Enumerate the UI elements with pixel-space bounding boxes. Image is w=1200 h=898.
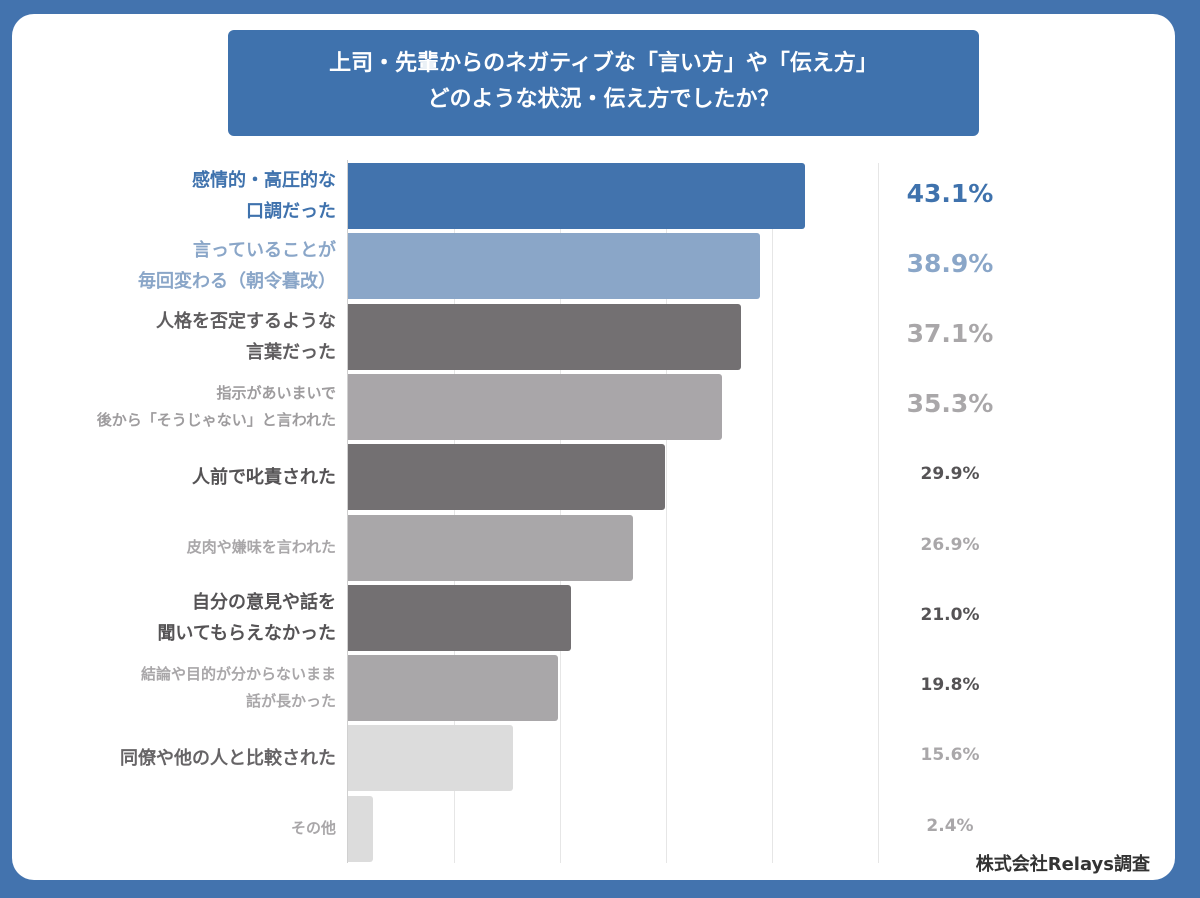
value-label: 19.8%	[920, 675, 980, 696]
bar	[348, 655, 558, 722]
gridline	[666, 163, 667, 863]
bar	[348, 444, 665, 511]
y-axis-line	[347, 160, 348, 863]
category-label-line: 指示があいまいで	[216, 383, 336, 402]
category-label-line: 人前で叱責された	[192, 466, 336, 488]
value-label: 29.9%	[920, 464, 980, 485]
value-label: 15.6%	[920, 745, 980, 766]
value-label: 2.4%	[926, 815, 974, 836]
category-label-line: 言っていることが	[192, 240, 336, 262]
title-line-2: どのような状況・伝え方でしたか？	[427, 87, 780, 112]
category-label: 人前で叱責された	[192, 444, 336, 510]
chart-title: 上司・先輩からのネガティブな「言い方」や「伝え方」 どのような状況・伝え方でした…	[228, 30, 979, 136]
category-label: 人格を否定するような言葉だった	[156, 304, 336, 370]
category-label-line: 結論や目的が分からないまま	[140, 665, 336, 684]
title-line-1: 上司・先輩からのネガティブな「言い方」や「伝え方」	[329, 51, 878, 76]
category-label-line: 皮肉や嫌味を言われた	[186, 538, 336, 556]
bar	[348, 795, 374, 862]
category-label: 自分の意見や話を聞いてもらえなかった	[157, 585, 336, 651]
gridline	[878, 163, 879, 863]
category-label-line: 毎回変わる（朝令暮改）	[138, 271, 336, 293]
bar	[348, 233, 761, 300]
category-label-line: 人格を否定するような	[156, 310, 336, 332]
category-label: 言っていることが毎回変わる（朝令暮改）	[138, 233, 336, 299]
category-label: 同僚や他の人と比較された	[120, 725, 336, 791]
category-label-line: 後から「そうじゃない」と言われた	[96, 410, 336, 429]
bar	[348, 303, 742, 370]
bar	[348, 514, 634, 581]
category-label-line: その他	[290, 819, 336, 838]
value-label: 37.1%	[906, 319, 994, 349]
value-label: 43.1%	[906, 178, 994, 208]
gridline	[772, 163, 773, 863]
value-label: 35.3%	[906, 389, 994, 419]
bar	[348, 163, 805, 229]
category-label: 結論や目的が分からないまま話が長かった	[141, 655, 336, 721]
category-label: その他	[291, 796, 336, 862]
category-label-line: 同僚や他の人と比較された	[120, 747, 336, 769]
source-credit: 株式会社Relays調査	[975, 854, 1150, 875]
category-label: 指示があいまいで後から「そうじゃない」と言われた	[97, 374, 336, 440]
bar	[348, 373, 723, 440]
gridline	[560, 163, 561, 863]
category-label-line: 自分の意見や話を	[192, 591, 336, 613]
bar	[348, 725, 514, 792]
bar	[348, 584, 571, 651]
category-label-line: 感情的・高圧的な	[192, 170, 336, 191]
category-label-line: 言葉だった	[246, 341, 336, 363]
category-label: 皮肉や嫌味を言われた	[187, 515, 336, 581]
category-label-line: 口調だった	[246, 201, 336, 222]
value-label: 38.9%	[906, 248, 994, 278]
value-label: 21.0%	[920, 604, 980, 625]
category-label-line: 聞いてもらえなかった	[157, 622, 336, 644]
category-label-line: 話が長かった	[245, 692, 336, 711]
category-label: 感情的・高圧的な口調だった	[192, 163, 336, 229]
gridline	[454, 163, 455, 863]
value-label: 26.9%	[920, 534, 980, 555]
